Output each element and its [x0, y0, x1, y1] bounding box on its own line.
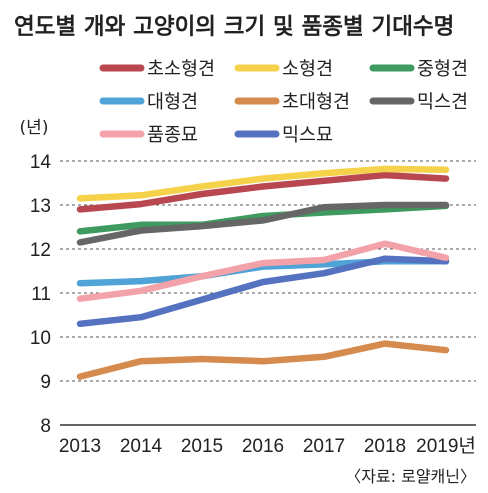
y-tick-label: 11 [31, 284, 51, 305]
x-tick-label: 2016 [242, 436, 284, 457]
series-lines [76, 165, 450, 380]
series-line-5 [76, 201, 450, 246]
legend-label: 믹스묘 [282, 125, 333, 146]
legend-label: 소형견 [282, 59, 333, 80]
y-tick-label: 13 [30, 196, 51, 217]
legend-label: 초대형견 [282, 92, 350, 113]
legend-label: 품종묘 [147, 125, 198, 146]
series-line-1 [76, 165, 450, 202]
x-tick-label: 2018 [364, 436, 406, 457]
series-line-6 [76, 240, 450, 302]
series-line-2 [76, 202, 450, 235]
y-tick-label: 14 [30, 152, 52, 173]
legend-label: 중형견 [417, 59, 468, 80]
y-tick-label: 8 [40, 416, 51, 437]
y-tick-label: 12 [30, 240, 51, 261]
y-tick-label: 9 [40, 372, 51, 393]
x-tick-label: 2015 [181, 436, 223, 457]
legend-label: 대형견 [147, 92, 198, 113]
legend-label: 초소형견 [147, 59, 215, 80]
legend-label: 믹스견 [417, 92, 468, 113]
gridlines [60, 160, 476, 426]
x-axis-ticks: 2013 2014 2015 2016 2017 2018 2019년 [59, 435, 476, 457]
x-tick-label: 2013 [59, 436, 101, 457]
chart-title: 연도별 개와 고양이의 크기 및 품종별 기대수명 [14, 14, 454, 40]
series-line-0 [76, 171, 450, 213]
x-tick-label: 2014 [120, 436, 163, 457]
series-line-7 [76, 255, 450, 328]
series-line-4 [76, 340, 450, 380]
y-axis-unit-label: (년) [20, 118, 49, 138]
x-tick-label: 2017 [303, 436, 345, 457]
source-note: 〈자료: 로얄캐닌〉 [345, 467, 476, 486]
x-tick-label: 2019년 [416, 435, 476, 457]
y-axis-ticks: 8 9 10 11 12 13 14 [30, 152, 52, 437]
y-tick-label: 10 [30, 328, 51, 349]
